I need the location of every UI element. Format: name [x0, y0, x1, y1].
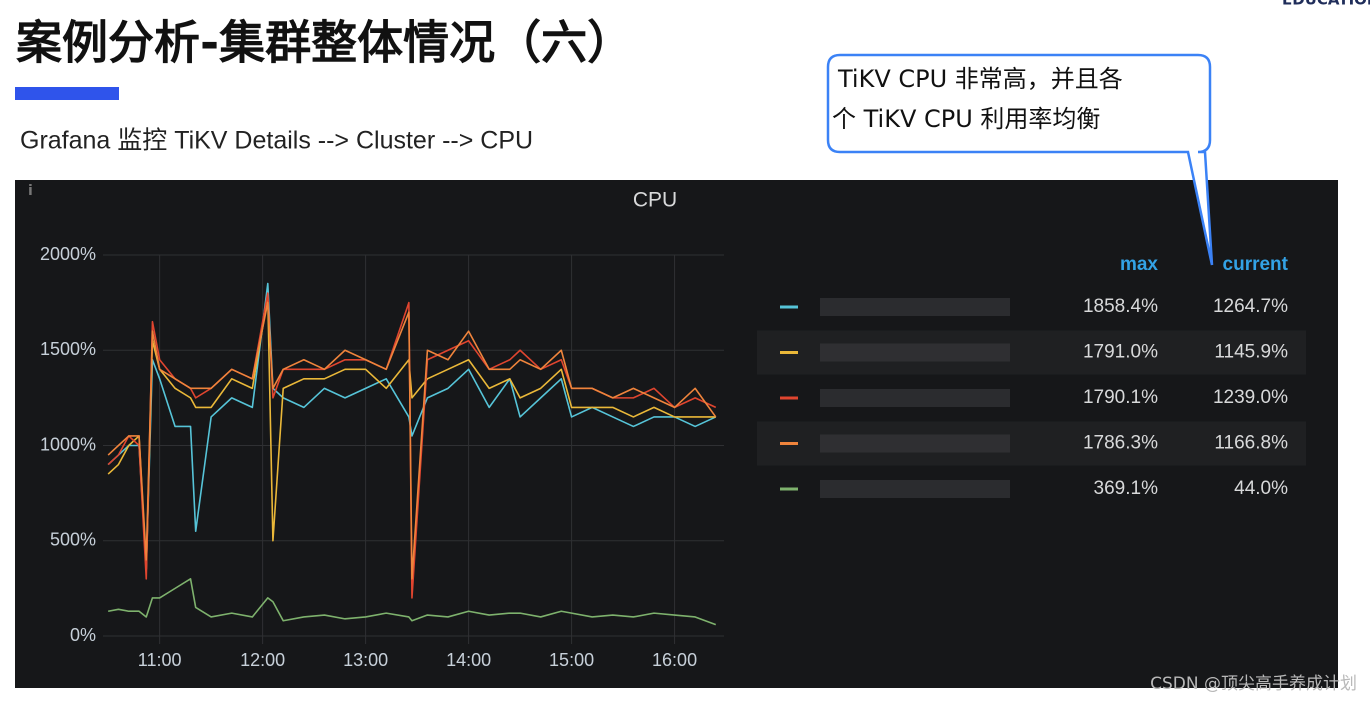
- y-tick-label: 0%: [70, 625, 96, 645]
- x-tick-label: 15:00: [549, 650, 594, 670]
- y-tick-label: 1500%: [40, 339, 96, 359]
- callout-line: 个 TiKV CPU 利用率均衡: [832, 105, 1100, 133]
- legend: max current 1858.4% 1264.7% 1791.0% 1145.9% 17…: [757, 254, 1306, 499]
- legend-value: 1791.0%: [1083, 342, 1158, 363]
- info-icon: i: [28, 183, 33, 199]
- slide-title: 案例分析-集群整体情况（六）: [16, 16, 633, 70]
- y-tick-label: 2000%: [40, 244, 96, 264]
- callout: TiKV CPU 非常高，并且各 个 TiKV CPU 利用率均衡: [826, 53, 1214, 266]
- legend-value: 369.1%: [1094, 478, 1159, 499]
- watermark: CSDN @顶尖高手养成计划: [1150, 674, 1357, 694]
- y-tick-label: 500%: [50, 530, 96, 550]
- title-underline: [15, 87, 119, 100]
- logo: EDUCATION: [1282, 0, 1370, 9]
- legend-header: current: [1223, 254, 1289, 275]
- callout-line: TiKV CPU 非常高，并且各: [837, 65, 1123, 93]
- legend-name-redacted: [820, 298, 1010, 316]
- series-line: [107, 282, 717, 571]
- legend-value: 1239.0%: [1213, 387, 1288, 408]
- legend-value: 1166.8%: [1214, 433, 1288, 454]
- x-tick-label: 11:00: [138, 650, 182, 670]
- legend-header: max: [1120, 254, 1158, 275]
- chart-title: CPU: [633, 189, 677, 212]
- legend-name-redacted: [820, 343, 1010, 362]
- x-tick-label: 16:00: [652, 650, 697, 670]
- y-tick-label: 1000%: [40, 434, 96, 454]
- series-line: [107, 296, 716, 571]
- legend-value: 1145.9%: [1214, 342, 1288, 363]
- series-line: [107, 301, 717, 580]
- x-tick-label: 13:00: [343, 650, 388, 670]
- series-line: [108, 578, 717, 626]
- legend-value: 1786.3%: [1083, 433, 1158, 454]
- x-tick-label: 14:00: [446, 650, 491, 670]
- legend-value: 1858.4%: [1083, 296, 1158, 317]
- legend-name-redacted: [820, 434, 1010, 453]
- subtitle: Grafana 监控 TiKV Details --> Cluster --> …: [20, 127, 533, 155]
- legend-value: 1790.1%: [1083, 387, 1158, 408]
- x-tick-label: 12:00: [240, 650, 285, 670]
- plot: 0% 500% 1000% 1500% 2000% 11:00 12:00 13:00 14:0…: [40, 244, 724, 670]
- legend-name-redacted: [820, 389, 1010, 407]
- callout-box: [826, 53, 1214, 266]
- legend-name-redacted: [820, 480, 1010, 498]
- legend-value: 44.0%: [1234, 478, 1288, 499]
- legend-value: 1264.7%: [1213, 296, 1288, 317]
